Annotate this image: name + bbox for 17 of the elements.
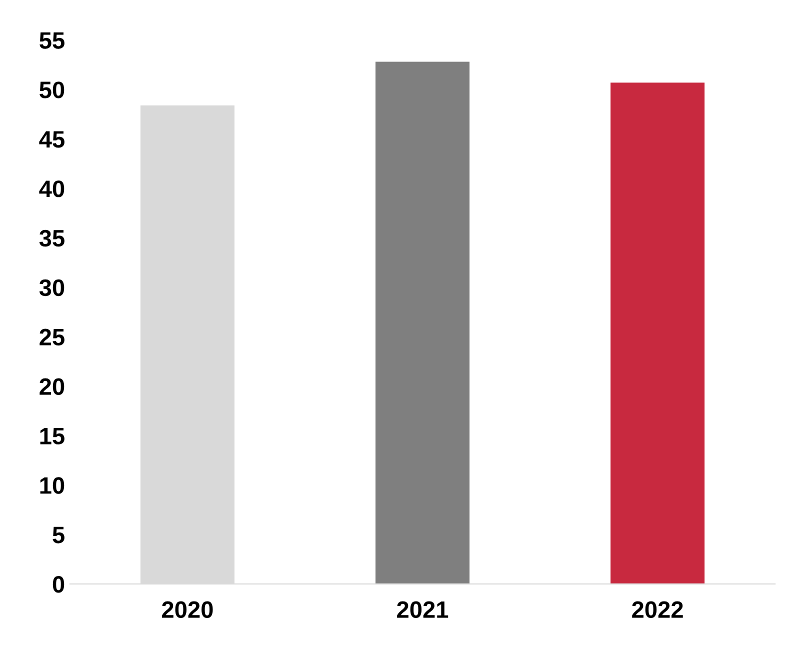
y-tick-label: 15 [40, 428, 64, 444]
y-tick-label: 10 [40, 477, 64, 494]
y-tick-label: 0 [52, 576, 64, 593]
y-tick-label: 40 [39, 180, 64, 198]
y-tick-label: 35 [39, 230, 64, 247]
bar [610, 82, 705, 584]
y-tick-label: 50 [40, 82, 64, 98]
y-tick-label: 5 [52, 526, 64, 544]
y-tick-label: 20 [40, 378, 64, 395]
bar [375, 62, 470, 584]
x-tick-label: 2020 [162, 601, 213, 618]
x-tick-label: 2022 [632, 601, 683, 618]
y-tick-label: 25 [40, 328, 64, 346]
x-tick-label: 2021 [397, 601, 448, 618]
y-tick-label: 55 [40, 32, 64, 49]
y-tick-label: 45 [39, 131, 64, 148]
y-tick-label: 30 [39, 279, 64, 296]
